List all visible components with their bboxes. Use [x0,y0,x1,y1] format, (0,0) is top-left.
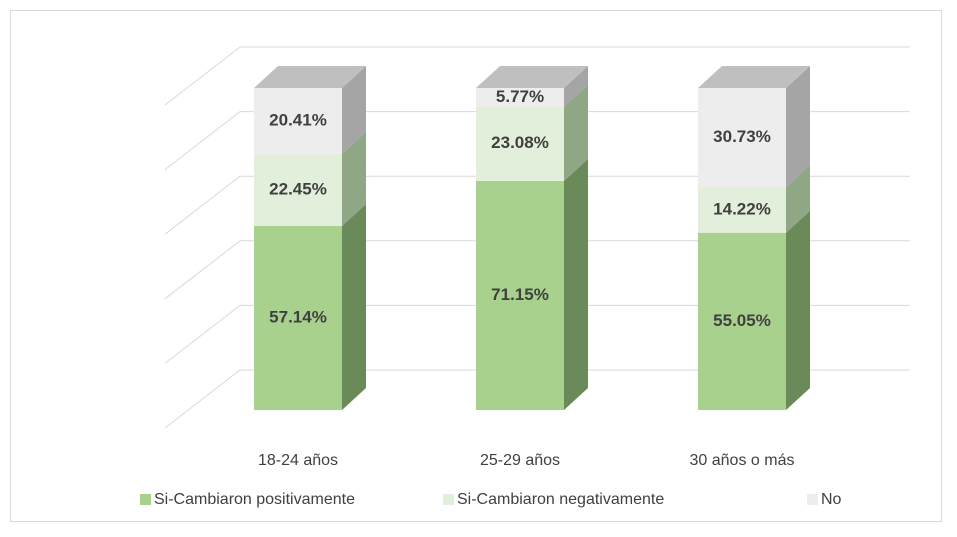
bar [698,88,786,187]
grid-line [164,304,910,364]
grid-line [164,240,910,300]
bar [476,180,564,410]
data-label: 71.15% [491,285,549,304]
bar [476,106,564,181]
data-label: 20.41% [269,110,327,129]
bar [698,232,786,410]
x-tick-label: 18-24 años [258,452,338,469]
grid-line [164,369,910,429]
data-label: 57.14% [269,307,327,326]
bar [476,88,564,107]
bar-side [342,204,366,410]
bar-top [254,66,366,88]
bar [254,88,342,154]
legend-label: Si-Cambiaron positivamente [154,491,355,508]
bar-side [564,84,588,181]
data-label: 23.08% [491,133,549,152]
bar-top [698,66,810,88]
bar-side [564,66,588,107]
x-tick-label: 25-29 años [480,452,560,469]
bar-top [476,66,588,88]
bar-side [342,131,366,227]
bar-side [786,210,810,410]
bar [254,226,342,410]
bar-side [786,66,810,187]
data-label: 30.73% [713,127,771,146]
data-label: 14.22% [713,199,771,218]
x-tick-label: 30 años o más [690,452,795,469]
grid-line [164,111,910,170]
bar [254,153,342,227]
legend-swatch [443,494,454,505]
legend-swatch [807,494,818,505]
legend-label: No [821,491,842,508]
legend-label: Si-Cambiaron negativamente [457,491,664,508]
data-label: 55.05% [713,311,771,330]
data-label: 5.77% [496,87,544,106]
bar-side [564,158,588,410]
data-label: 22.45% [269,179,327,198]
grid-line [164,46,910,106]
legend-swatch [140,494,151,505]
bar [698,186,786,233]
bar-side [342,66,366,154]
grid-line [164,175,910,235]
bar-side [786,164,810,233]
